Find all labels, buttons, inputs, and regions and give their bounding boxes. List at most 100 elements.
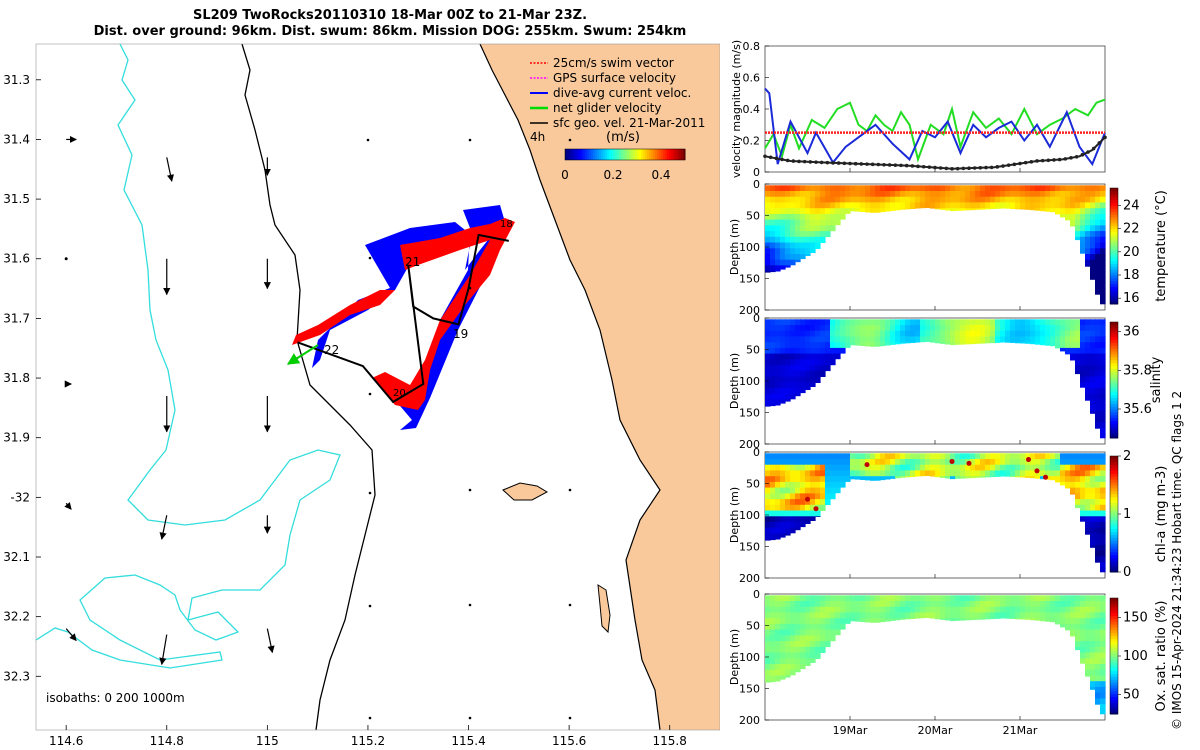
section-ytick-label: 50 — [746, 620, 760, 633]
section-cell — [845, 476, 851, 482]
section-cell — [780, 231, 786, 238]
section-cell — [935, 618, 941, 620]
section-cell — [885, 325, 891, 332]
section-cell — [815, 365, 821, 372]
chl-high-point — [813, 506, 819, 512]
section-cell — [1065, 185, 1071, 192]
section-cell — [865, 336, 871, 343]
section-cell — [815, 236, 821, 244]
section-cell — [935, 470, 941, 477]
section-cell — [805, 191, 811, 198]
section-cell — [805, 476, 811, 483]
section-cell — [1065, 353, 1071, 355]
velocity-series-marker — [1063, 157, 1068, 161]
section-cell — [1050, 618, 1056, 623]
section-cell — [1025, 606, 1031, 613]
section-cell — [880, 606, 886, 613]
section-cell — [830, 330, 836, 337]
section-colorbar-swatch — [1110, 211, 1118, 215]
section-cell — [835, 618, 841, 625]
section-cell — [920, 191, 926, 198]
section-cell — [770, 499, 776, 506]
section-ytick-label: 0 — [753, 180, 760, 191]
section-cell — [1085, 248, 1091, 255]
section-colorbar-swatch — [1110, 606, 1118, 611]
section-cell — [1060, 191, 1066, 198]
section-cell — [980, 196, 986, 203]
section-cell — [930, 464, 936, 471]
section-cell — [815, 652, 821, 659]
section-ytick-label: 0 — [753, 448, 760, 459]
section-cell — [1095, 698, 1101, 705]
section-cell — [810, 191, 816, 198]
section-cell — [890, 330, 896, 337]
section-cell — [825, 601, 831, 608]
velocity-series-marker — [859, 162, 864, 166]
section-cell — [810, 248, 816, 253]
section-cell — [770, 231, 776, 238]
section-cell — [780, 453, 786, 460]
section-cell — [785, 658, 791, 665]
velocity-series-marker — [1069, 156, 1073, 160]
section-cell — [880, 191, 886, 198]
velocity-series-marker — [882, 162, 886, 167]
section-cell — [985, 208, 991, 210]
section-cell — [1090, 225, 1096, 232]
section-cell — [820, 499, 826, 506]
section-cell — [775, 612, 781, 619]
section-cell — [995, 325, 1001, 332]
section-cell — [1095, 606, 1101, 613]
section-cell — [1000, 196, 1006, 203]
section-cell — [1070, 353, 1076, 360]
section-cell — [805, 219, 811, 226]
section-colorbar-swatch — [1110, 243, 1118, 247]
section-cell — [925, 606, 931, 613]
section-cell — [820, 319, 826, 326]
section-cell — [950, 453, 956, 460]
section-cell — [985, 476, 991, 478]
section-cell — [795, 499, 801, 506]
section-cell — [1080, 382, 1086, 388]
section-cell — [1035, 325, 1041, 332]
section-cell — [960, 325, 966, 332]
section-cell — [790, 652, 796, 659]
section-colorbar-swatch — [1110, 237, 1118, 241]
section-cell — [865, 453, 871, 460]
section-cell — [765, 652, 771, 659]
section-colorbar-label: 2 — [1123, 449, 1131, 464]
section-cell — [1050, 208, 1056, 213]
section-cell — [790, 376, 796, 383]
velocity-series-marker — [808, 160, 813, 164]
section-cell — [1030, 319, 1036, 326]
section-cell — [945, 325, 951, 332]
section-cell — [1090, 618, 1096, 625]
section-cell — [985, 342, 991, 344]
section-cell — [770, 493, 776, 500]
section-cell — [805, 635, 811, 642]
velocity-series-marker — [1086, 150, 1090, 154]
section-cell — [995, 476, 1001, 477]
section-cell — [805, 522, 811, 524]
section-cell — [935, 330, 941, 337]
section-cell — [980, 202, 986, 209]
section-cell — [850, 336, 856, 343]
velocity-series-marker — [1097, 141, 1102, 145]
section-cell — [1060, 601, 1066, 608]
section-cell — [830, 225, 836, 232]
section-ytick-label: 0 — [753, 590, 760, 601]
section-cell — [1030, 453, 1036, 460]
section-cell — [895, 191, 901, 198]
section-colorbar-swatch — [1110, 702, 1118, 706]
section-cell — [775, 347, 781, 355]
section-cell — [1010, 476, 1016, 477]
section-cell — [785, 196, 791, 203]
section-cell — [965, 606, 971, 613]
colorbar-swatch — [655, 149, 658, 160]
section-cell — [915, 196, 921, 203]
section-cell — [1030, 330, 1036, 337]
section-cell — [830, 202, 836, 209]
section-cell — [825, 365, 831, 372]
section-cell — [810, 601, 816, 608]
section-cell — [1055, 342, 1061, 349]
section-cell — [975, 342, 981, 344]
